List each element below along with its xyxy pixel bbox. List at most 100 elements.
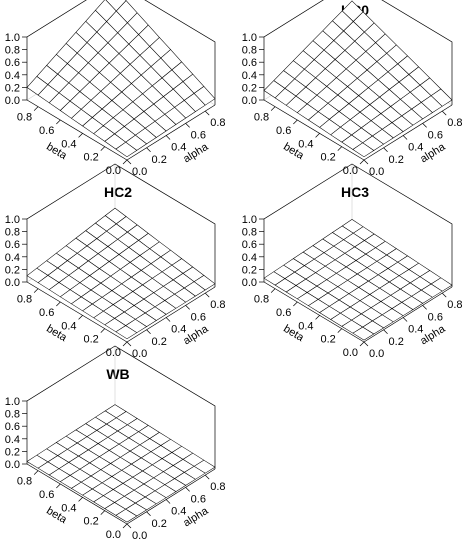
alpha-tick-label: 0.8 — [447, 299, 462, 311]
beta-tick-label: 0.0 — [106, 347, 121, 359]
alpha-tick — [383, 147, 388, 153]
surface-plot: HC20.00.20.40.60.81.00.00.20.40.60.80.00… — [5, 163, 226, 360]
beta-tick — [33, 288, 39, 293]
box-front-edge — [26, 99, 128, 161]
beta-tick-label: 0.0 — [343, 347, 358, 359]
beta-tick — [359, 341, 365, 347]
z-tick-label: 0.8 — [242, 227, 257, 239]
alpha-tick — [126, 523, 132, 529]
beta-tick — [359, 159, 365, 165]
z-tick-label: 0.2 — [5, 82, 20, 94]
surface-panel-hc3: HC3 0.0 0.2 0.4 0.6 0.8 1.0 0.0 0.2 0.4 0.6 0.8 0.0 0… — [237, 163, 474, 364]
alpha-tick — [146, 147, 151, 153]
box-front-edge — [363, 286, 453, 343]
beta-tick — [78, 133, 83, 138]
z-tick-label: 0.6 — [242, 57, 257, 69]
alpha-tick-label: 0.4 — [171, 506, 186, 518]
beta-tick — [337, 146, 343, 151]
alpha-tick-label: 0.4 — [171, 142, 186, 154]
beta-tick — [100, 510, 106, 515]
alpha-tick — [363, 341, 369, 347]
surface-plot: HC30.00.20.40.60.81.00.00.20.40.60.80.00… — [242, 163, 463, 360]
alpha-tick — [165, 135, 171, 140]
alpha-tick — [422, 123, 427, 128]
surface-panel-hc2: HC2 0.0 0.2 0.4 0.6 0.8 1.0 0.0 0.2 0.4 0.6 0.8 0.0 0… — [0, 163, 237, 364]
alpha-tick — [165, 317, 171, 322]
panel-title: HC3 — [341, 184, 369, 200]
beta-tick-label: 0.8 — [254, 112, 269, 124]
beta-tick-label: 0.2 — [83, 516, 98, 528]
surface-panel-hc0: HC00.00.20.40.60.81.00.00.20.40.60.80.00… — [237, 0, 474, 182]
alpha-tick-label: 0.8 — [447, 117, 462, 129]
alpha-tick — [126, 341, 132, 347]
z-tick-label: 0.4 — [242, 70, 257, 82]
beta-tick-label: 0.4 — [61, 138, 76, 150]
alpha-tick — [441, 292, 447, 298]
box-front-edge — [363, 104, 453, 161]
surface-mesh — [263, 219, 453, 341]
beta-tick — [56, 483, 61, 489]
z-tick-label: 1.0 — [242, 32, 257, 44]
alpha-tick-label: 0.6 — [428, 129, 443, 141]
alpha-tick — [126, 159, 132, 165]
panel-title: HC2 — [104, 184, 132, 200]
beta-tick-label: 0.0 — [106, 165, 121, 177]
alpha-tick-label: 0.2 — [389, 154, 404, 166]
beta-tick — [100, 146, 106, 151]
alpha-tick-label: 0.2 — [152, 154, 167, 166]
alpha-tick-label: 0.0 — [369, 348, 384, 360]
z-tick-label: 0.2 — [242, 264, 257, 276]
alpha-tick-label: 0.6 — [191, 129, 206, 141]
beta-tick-label: 0.6 — [39, 489, 54, 501]
alpha-tick-label: 0.6 — [191, 311, 206, 323]
alpha-tick-label: 0.4 — [171, 324, 186, 336]
z-tick-label: 1.0 — [5, 32, 20, 44]
alpha-tick — [146, 329, 151, 335]
alpha-tick — [204, 110, 210, 116]
beta-tick-label: 0.8 — [17, 112, 32, 124]
alpha-tick-label: 0.4 — [408, 324, 423, 336]
box-front-edge — [26, 463, 128, 525]
surface-mesh — [26, 0, 216, 158]
alpha-tick-label: 0.0 — [132, 530, 147, 542]
surface-facet — [352, 142, 375, 158]
z-tick-label: 0.0 — [5, 459, 20, 471]
z-tick-label: 0.0 — [5, 277, 20, 289]
beta-tick-label: 0.0 — [343, 165, 358, 177]
alpha-tick — [363, 159, 369, 165]
alpha-tick-label: 0.2 — [389, 336, 404, 348]
surface-facet — [352, 326, 375, 341]
beta-tick — [270, 106, 276, 111]
beta-tick — [33, 106, 39, 111]
box-front-edge — [26, 281, 128, 343]
alpha-tick — [146, 511, 151, 517]
surface-facet — [115, 508, 138, 523]
alpha-tick — [402, 135, 408, 140]
box-back-wall — [263, 163, 453, 287]
z-tick-label: 0.4 — [5, 70, 20, 82]
box-front-edge — [126, 104, 216, 161]
beta-tick — [33, 470, 39, 475]
surface-plot: WB0.00.20.40.60.81.00.00.20.40.60.80.00.… — [5, 345, 226, 542]
box-front-edge — [263, 281, 365, 343]
surface-mesh — [26, 207, 216, 340]
z-tick-label: 1.0 — [5, 396, 20, 408]
alpha-tick-label: 0.8 — [210, 481, 225, 493]
beta-tick — [78, 315, 83, 320]
z-tick-label: 0.2 — [5, 446, 20, 458]
surface-facet — [115, 325, 138, 340]
beta-tick-label: 0.0 — [106, 529, 121, 541]
beta-tick — [337, 328, 343, 333]
alpha-tick-label: 0.0 — [132, 166, 147, 178]
z-tick-label: 0.4 — [5, 252, 20, 264]
alpha-tick — [185, 305, 190, 310]
beta-tick — [78, 497, 83, 502]
beta-tick — [122, 159, 128, 165]
alpha-tick — [422, 305, 427, 310]
beta-tick-label: 0.2 — [320, 334, 335, 346]
alpha-tick — [204, 474, 210, 480]
alpha-tick — [185, 123, 190, 128]
box-back-wall — [26, 163, 216, 287]
alpha-tick-label: 0.8 — [210, 299, 225, 311]
z-tick-label: 0.6 — [242, 239, 257, 251]
